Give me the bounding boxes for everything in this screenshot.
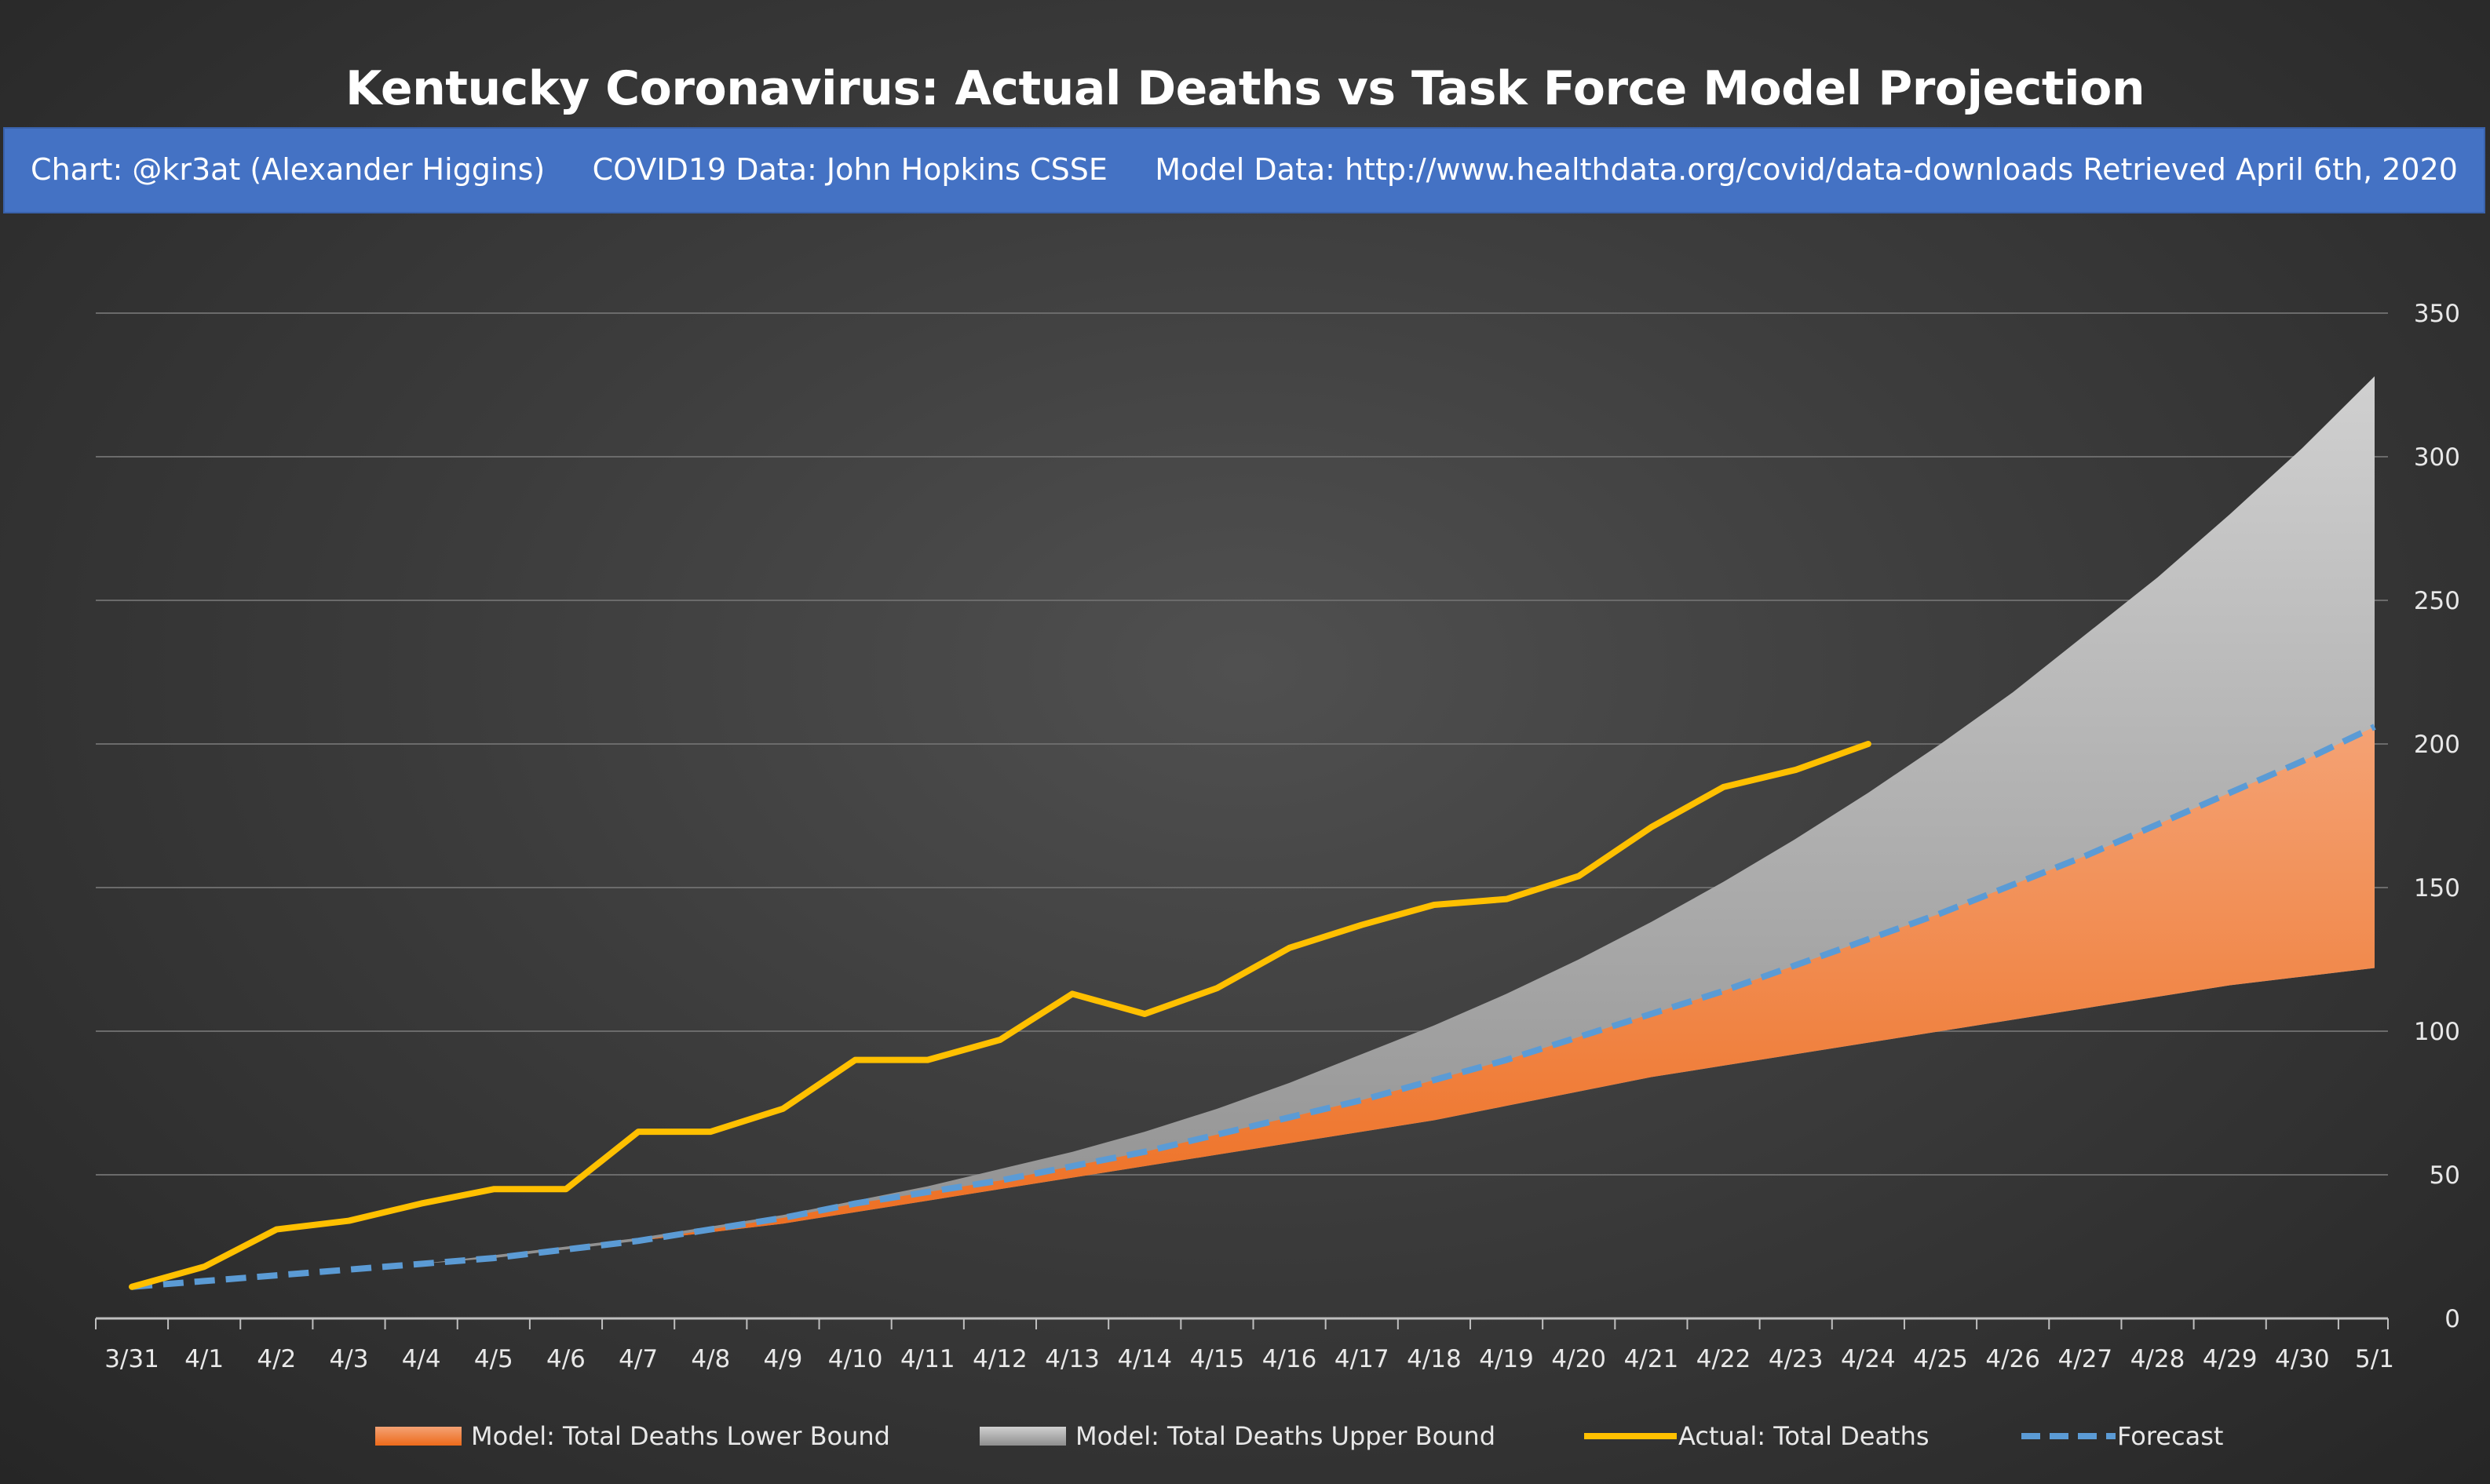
legend-item-forecast: Forecast [2021,1413,2223,1460]
x-tick-label: 4/22 [1696,1345,1751,1373]
x-tick-label: 4/19 [1479,1345,1534,1373]
y-tick-label: 300 [2414,443,2460,472]
line-actual-deaths [129,741,1871,1290]
x-tick-label: 4/8 [691,1345,730,1373]
y-tick-label: 100 [2414,1018,2460,1046]
x-tick-label: 4/7 [619,1345,658,1373]
x-tick-label: 4/6 [546,1345,586,1373]
legend-label-forecast: Forecast [2117,1421,2224,1451]
area-series [132,376,2375,1287]
legend-label-actual: Actual: Total Deaths [1678,1421,1930,1451]
x-tick-label: 4/15 [1190,1345,1245,1373]
x-tick-label: 4/12 [973,1345,1028,1373]
chart-subtitle: Chart: @kr3at (Alexander Higgins) COVID1… [31,152,2458,187]
legend-item-lower-bound: Model: Total Deaths Lower Bound [375,1413,890,1460]
legend-swatch-forecast [2021,1433,2116,1439]
x-tick-label: 4/20 [1551,1345,1606,1373]
area-lower-bound [132,727,2375,1287]
x-tick-label: 4/5 [474,1345,513,1373]
legend-swatch-actual [1584,1433,1677,1439]
x-tick-label: 4/10 [828,1345,883,1373]
y-tick-label: 50 [2430,1161,2460,1190]
x-tick-label: 4/30 [2275,1345,2330,1373]
x-tick-label: 3/31 [104,1345,159,1373]
x-tick-label: 4/3 [330,1345,369,1373]
x-tick-label: 4/28 [2130,1345,2185,1373]
x-tick-label: 4/11 [900,1345,955,1373]
y-tick-label: 250 [2414,587,2460,615]
x-axis-ticks: 3/31 4/1 4/2 4/3 4/4 4/5 4/6 4/7 4/8 4/9 4/10 4/11 4… [104,1345,2394,1373]
y-tick-label: 350 [2414,300,2460,328]
x-tick-label: 4/9 [764,1345,803,1373]
x-tick-label: 5/1 [2355,1345,2394,1373]
x-tick-label: 4/4 [402,1345,441,1373]
legend-swatch-upper-bound [980,1427,1066,1446]
legend-item-upper-bound: Model: Total Deaths Upper Bound [980,1413,1495,1460]
subtitle-banner: Chart: @kr3at (Alexander Higgins) COVID1… [3,127,2485,213]
line-forecast [131,724,2376,1290]
y-tick-label: 200 [2414,731,2460,759]
x-tick-label: 4/2 [257,1345,296,1373]
y-tick-label: 0 [2444,1305,2460,1333]
line-series [129,724,2376,1290]
x-tick-label: 4/14 [1117,1345,1172,1373]
chart-legend: Model: Total Deaths Lower Bound Model: T… [0,1413,2490,1460]
legend-label-upper-bound: Model: Total Deaths Upper Bound [1075,1421,1496,1451]
area-upper-bound [132,376,2375,1287]
x-tick-label: 4/26 [1985,1345,2040,1373]
x-tick-label: 4/21 [1624,1345,1679,1373]
x-tick-label: 4/29 [2203,1345,2258,1373]
legend-label-lower-bound: Model: Total Deaths Lower Bound [471,1421,890,1451]
x-tick-label: 4/18 [1407,1345,1462,1373]
legend-swatch-lower-bound [375,1427,462,1446]
x-tick-label: 4/1 [184,1345,224,1373]
x-tick-label: 4/27 [2058,1345,2113,1373]
x-tick-label: 4/17 [1334,1345,1389,1373]
y-axis-ticks: 0 50 100 150 200 250 300 350 [2414,300,2460,1333]
x-tick-label: 4/16 [1262,1345,1317,1373]
x-tick-label: 4/25 [1913,1345,1968,1373]
y-tick-label: 150 [2414,874,2460,902]
x-tick-label: 4/24 [1841,1345,1896,1373]
x-tick-label: 4/23 [1769,1345,1824,1373]
legend-item-actual: Actual: Total Deaths [1584,1413,1930,1460]
x-tick-label: 4/13 [1045,1345,1100,1373]
chart-title: Kentucky Coronavirus: Actual Deaths vs T… [345,61,2145,116]
